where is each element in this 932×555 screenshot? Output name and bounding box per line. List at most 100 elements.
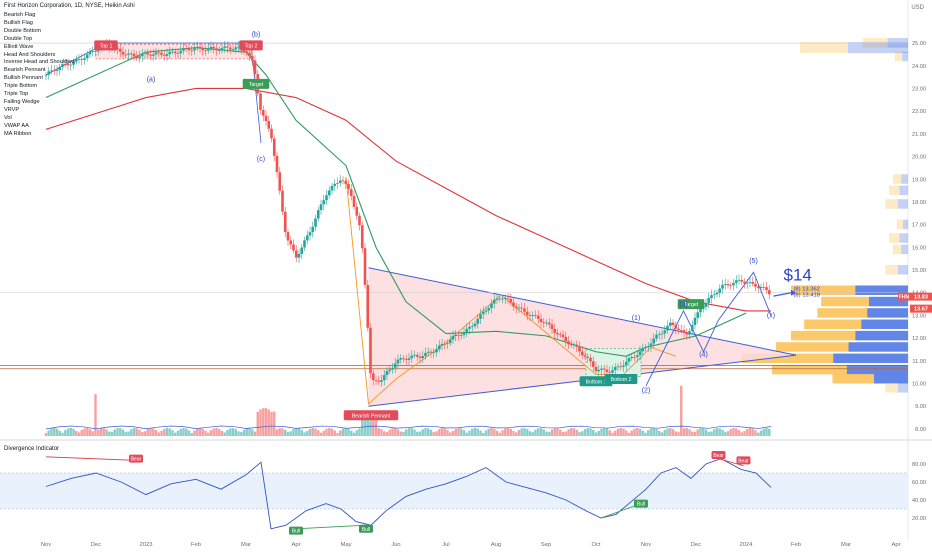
candle: [740, 275, 744, 286]
candle: [308, 226, 312, 241]
indicator-item[interactable]: VRVP: [4, 106, 20, 113]
indicator-item[interactable]: Bearish Flag: [4, 12, 36, 18]
candle: [600, 365, 603, 376]
indicator-item[interactable]: Vol: [4, 114, 12, 121]
indicator-item[interactable]: Double Top: [4, 35, 33, 42]
candle-body: [327, 190, 331, 196]
volume-profile-down: [855, 330, 908, 341]
indicator-item[interactable]: Double Bottom: [4, 27, 42, 34]
volume-bar: [696, 429, 699, 436]
volume-bar: [58, 430, 61, 436]
bear-divergence-line: [45, 456, 137, 461]
candle-body: [602, 368, 606, 370]
volume-bar: [462, 430, 466, 436]
candle: [272, 135, 276, 162]
volume-profile-row: [772, 364, 908, 375]
candle-body: [195, 46, 199, 49]
volume-bar: [132, 428, 136, 436]
candle: [605, 364, 609, 376]
y-tick-label: 12.00: [912, 336, 926, 342]
candle: [61, 60, 64, 71]
candle-body: [490, 303, 493, 309]
indicator-item[interactable]: Head And Shoulders: [4, 51, 56, 58]
candle: [649, 338, 653, 352]
candle: [352, 190, 356, 210]
candle-body: [267, 121, 271, 129]
candle-body: [690, 325, 694, 332]
candle-body: [278, 172, 282, 191]
volume-bar: [86, 428, 89, 436]
candle-body: [94, 51, 97, 52]
volume-bar: [295, 428, 298, 436]
candle-body: [553, 328, 557, 333]
candle-body: [550, 324, 554, 329]
divergence-signal-text: Bear: [713, 453, 724, 459]
candle-body: [83, 58, 86, 60]
indicator-item[interactable]: VWAP AA: [4, 122, 29, 129]
volume-bar: [737, 429, 741, 436]
candle: [176, 48, 180, 59]
volume-ma: [45, 425, 772, 430]
candle-body: [561, 334, 565, 337]
candle-body: [638, 351, 642, 356]
candle-body: [176, 53, 180, 54]
candle: [737, 274, 741, 285]
candle: [319, 199, 323, 215]
candle-body: [429, 351, 433, 353]
divergence-signal: Bull: [289, 526, 303, 535]
candle: [432, 348, 436, 358]
indicator-item[interactable]: Triple Top: [4, 91, 29, 98]
y-tick-label: 9.00: [915, 404, 926, 410]
indicator-item[interactable]: Falling Wedge: [4, 98, 40, 105]
candle: [415, 352, 419, 362]
divergence-signal: Bear: [129, 454, 143, 463]
indicator-item[interactable]: Bearish Pennant: [4, 67, 46, 74]
volume-bar: [537, 428, 540, 436]
volume-bar: [330, 428, 334, 436]
x-tick-label: Sep: [541, 542, 551, 548]
candle-body: [440, 343, 444, 346]
candle-body: [547, 322, 551, 325]
candle: [226, 41, 229, 54]
candle: [498, 294, 502, 302]
indicator-item[interactable]: Inverse Head and Shoulders: [4, 59, 75, 66]
volume-bar: [735, 428, 738, 436]
candle: [663, 325, 667, 339]
volume-profile-up: [817, 308, 868, 318]
candle: [622, 360, 625, 372]
volume-profile-row: [889, 185, 908, 196]
osc-y-tick-label: 80.00: [912, 462, 926, 468]
volume-bar: [509, 428, 512, 436]
volume-bar: [743, 430, 746, 436]
candle-body: [751, 282, 755, 284]
candle-body: [226, 46, 229, 48]
candle: [377, 375, 381, 385]
indicator-item[interactable]: MA Ribbon: [4, 130, 32, 137]
divergence-signal-box: [711, 451, 726, 459]
prev-price-value: 13.67: [914, 307, 928, 313]
candle: [743, 278, 746, 289]
candle: [602, 365, 606, 375]
candle-body: [47, 71, 51, 75]
indicator-item[interactable]: Bullish Pennant: [4, 75, 43, 82]
candle: [715, 289, 719, 298]
candle: [668, 317, 672, 330]
volume-bar: [757, 432, 760, 436]
volume-bar: [443, 428, 446, 436]
volume-bar: [190, 432, 193, 436]
candle-body: [74, 59, 78, 62]
candle-body: [712, 294, 716, 296]
indicator-item[interactable]: Triple Bottom: [4, 83, 38, 90]
candle: [591, 356, 595, 372]
candle-body: [237, 46, 240, 48]
candle-body: [160, 52, 163, 55]
candle: [545, 319, 548, 327]
candle: [732, 278, 735, 291]
volume-bar: [729, 429, 732, 436]
indicator-item[interactable]: Elliott Wave: [4, 43, 34, 50]
candle: [495, 293, 499, 304]
candle-body: [85, 54, 89, 59]
candle-body: [347, 183, 350, 190]
indicator-item[interactable]: Bullish Flag: [4, 19, 33, 26]
